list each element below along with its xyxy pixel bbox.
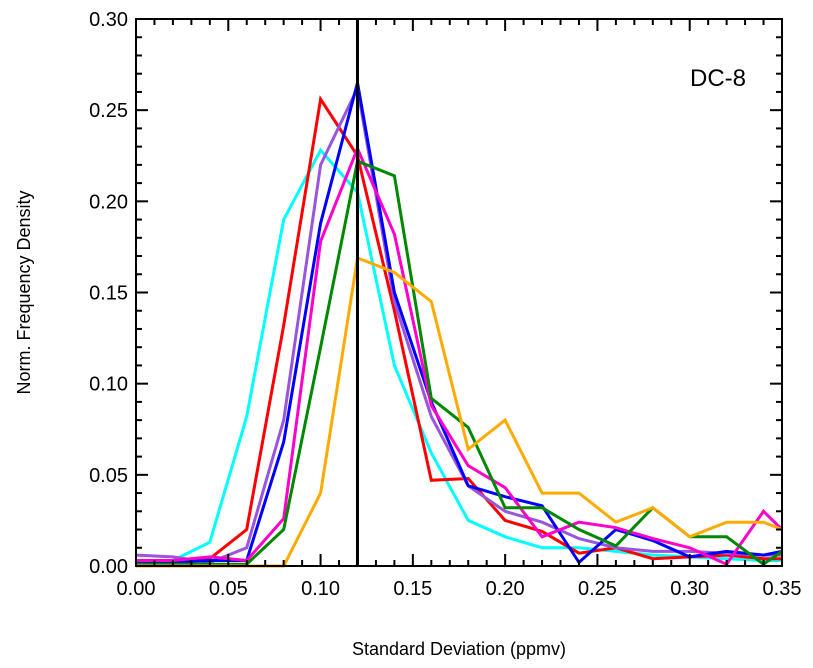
tick-marks — [135, 18, 783, 567]
y-tick-label: 0.10 — [89, 374, 128, 396]
x-tick-label: 0.05 — [209, 578, 248, 600]
y-tick-label: 0.05 — [89, 465, 128, 487]
x-tick-label: 0.25 — [578, 578, 617, 600]
series-line-3 — [135, 83, 782, 564]
y-axis-label: Norm. Frequency Density — [14, 190, 34, 394]
series-line-2 — [136, 95, 782, 564]
x-tick-labels: 0.00 0.05 0.10 0.15 0.20 0.25 0.30 0.35 — [117, 578, 802, 600]
series-line-1 — [136, 147, 782, 562]
plot-frame — [135, 18, 783, 567]
y-tick-labels: 0.00 0.05 0.10 0.15 0.20 0.25 0.30 — [89, 9, 128, 578]
y-tick-label: 0.25 — [89, 100, 128, 122]
y-tick-label: 0.20 — [89, 191, 128, 213]
y-tick-label: 0.00 — [89, 556, 128, 578]
x-tick-label: 0.30 — [670, 578, 709, 600]
y-tick-label: 0.30 — [89, 9, 128, 31]
x-tick-label: 0.35 — [763, 578, 802, 600]
series-lines — [135, 75, 784, 568]
chart-annotation: DC-8 — [690, 65, 746, 92]
x-tick-label: 0.10 — [301, 578, 340, 600]
x-tick-label: 0.00 — [117, 578, 156, 600]
x-tick-label: 0.15 — [393, 578, 432, 600]
series-line-7 — [136, 255, 783, 568]
y-tick-label: 0.15 — [89, 283, 128, 305]
x-axis-label: Standard Deviation (ppmv) — [352, 639, 566, 659]
series-line-4 — [136, 75, 783, 565]
x-tick-label: 0.20 — [486, 578, 525, 600]
